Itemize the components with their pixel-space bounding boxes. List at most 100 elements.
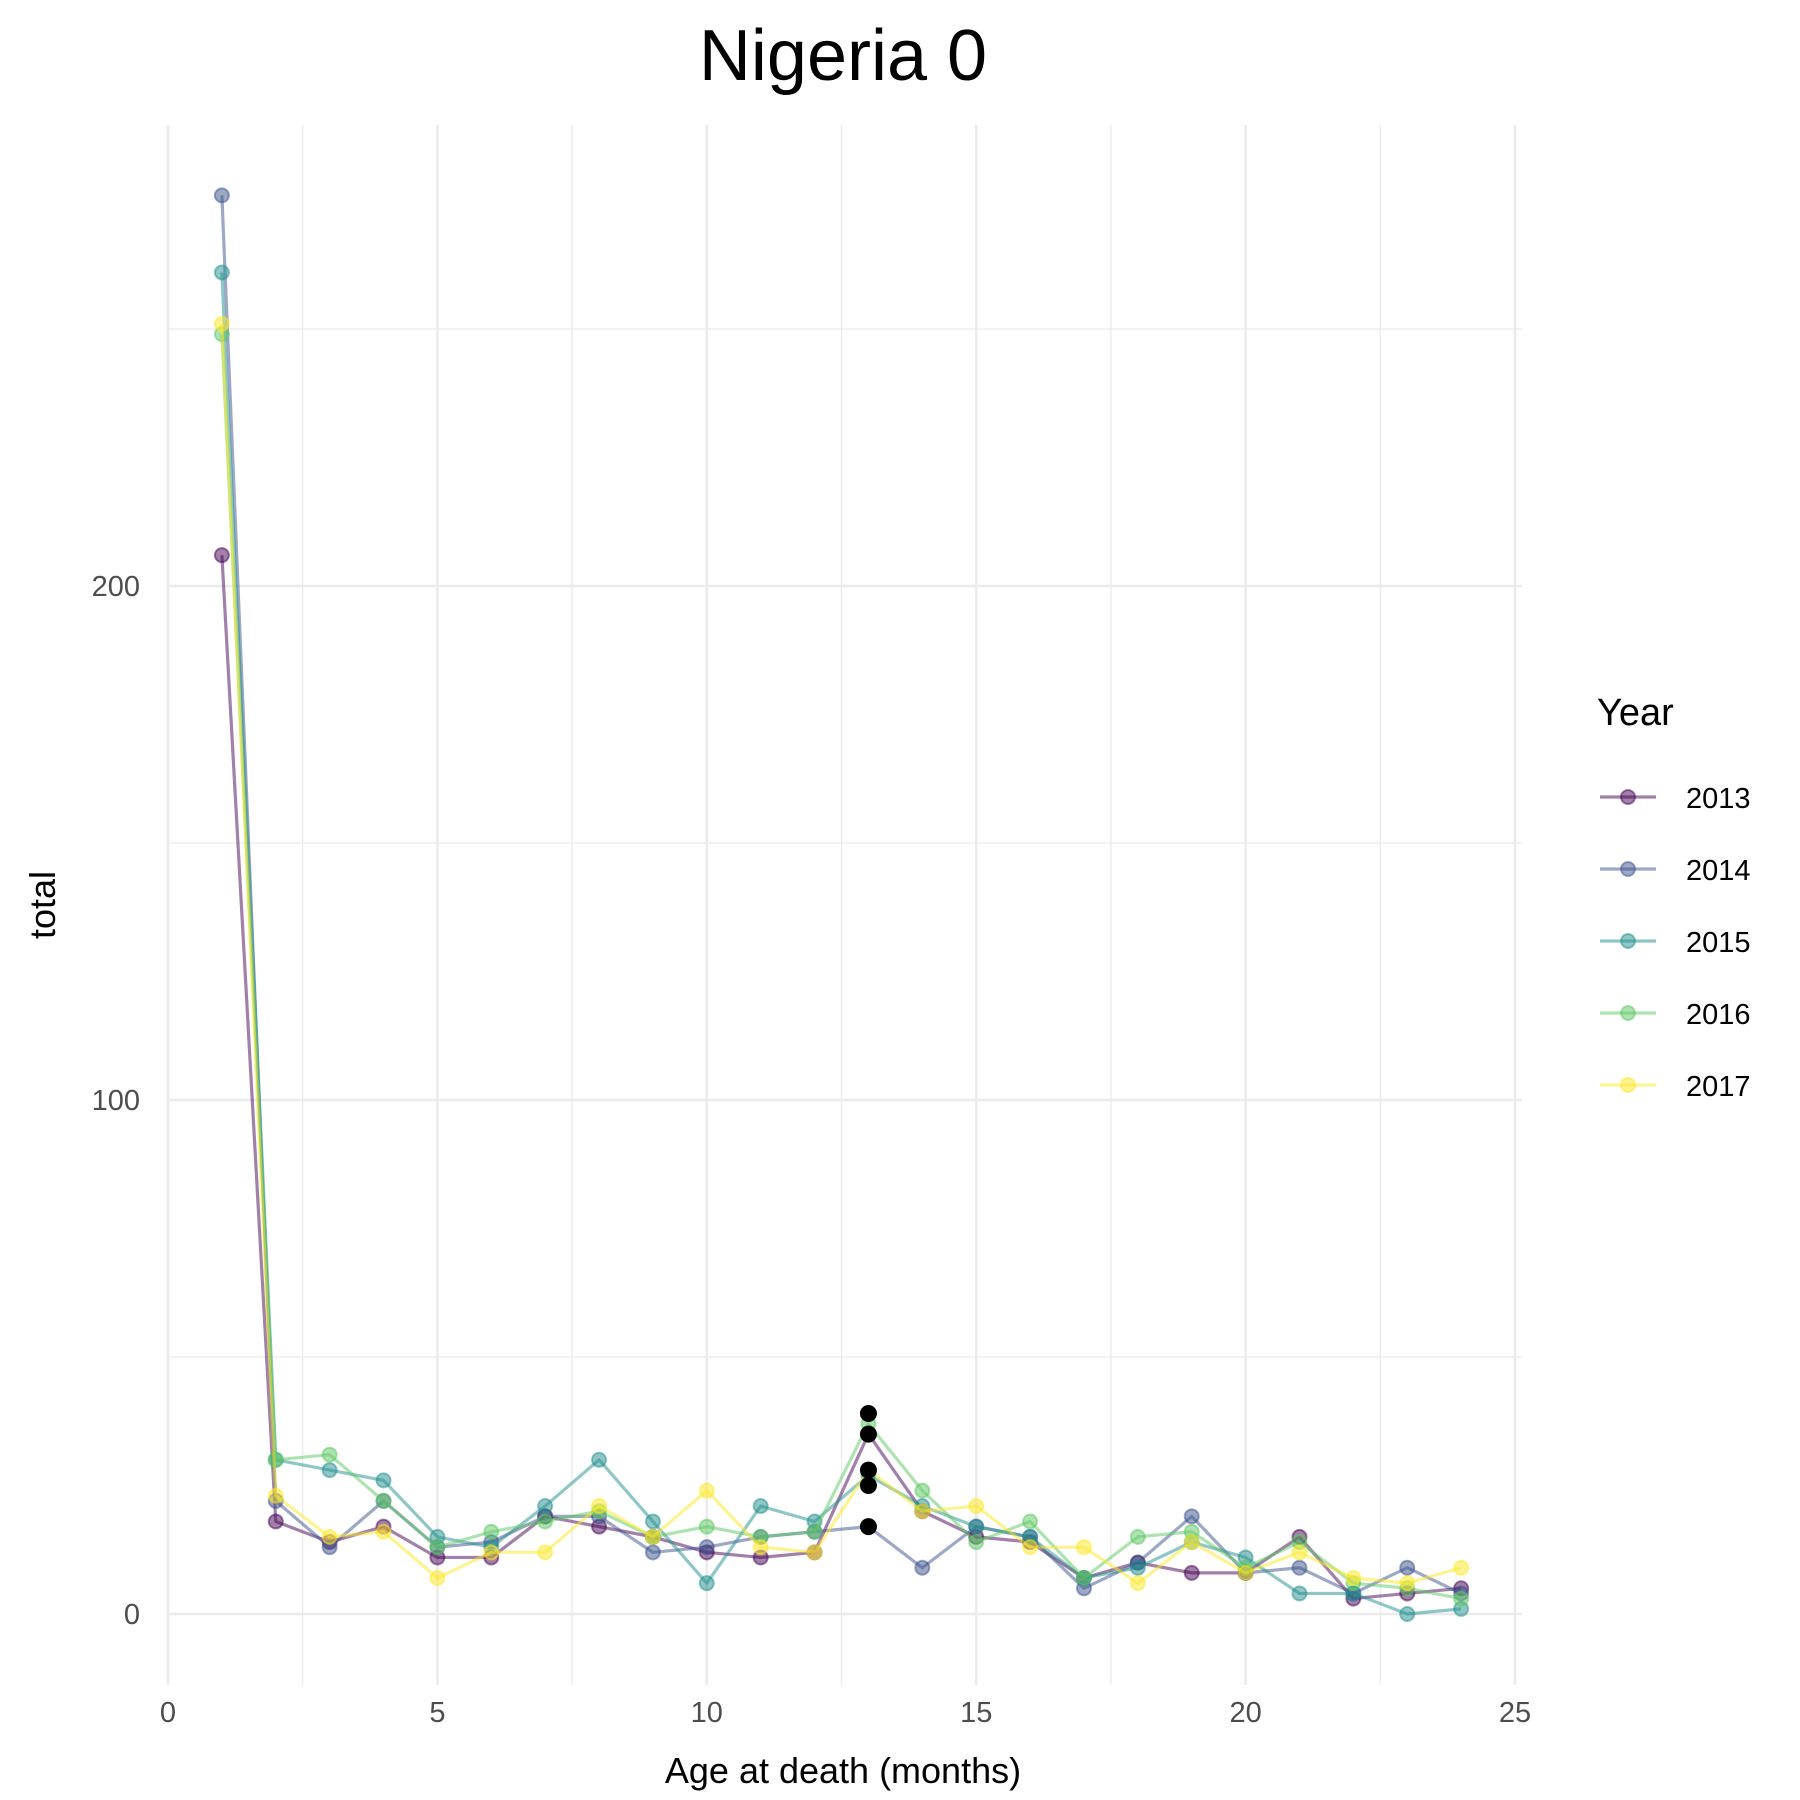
data-point xyxy=(375,1472,392,1489)
data-point xyxy=(267,1513,284,1530)
data-point xyxy=(1399,1606,1416,1622)
data-point xyxy=(375,1523,392,1540)
data-point xyxy=(1022,1513,1039,1530)
data-point xyxy=(483,1544,500,1561)
data-point xyxy=(321,1462,338,1479)
highlight-point xyxy=(859,1461,877,1479)
x-tick-label: 0 xyxy=(160,1697,176,1729)
y-tick-label: 100 xyxy=(92,1085,140,1117)
x-tick-label: 5 xyxy=(429,1697,445,1729)
legend-item-2016: 2016 xyxy=(1600,999,1751,1031)
data-point xyxy=(1183,1564,1200,1581)
axis-ticks: 0 5 10 15 20 25 0 100 200 xyxy=(92,571,1532,1729)
series-line-2016 xyxy=(220,334,1462,1601)
highlight-point xyxy=(859,1477,877,1494)
data-point xyxy=(1453,1559,1470,1576)
data-point xyxy=(213,264,230,281)
data-point xyxy=(375,1492,392,1509)
x-axis-title: Age at death (months) xyxy=(665,1750,1021,1791)
data-point xyxy=(429,1570,446,1587)
data-point xyxy=(1399,1575,1416,1592)
data-point xyxy=(914,1559,931,1576)
data-point xyxy=(1453,1590,1470,1607)
legend-item-2013: 2013 xyxy=(1600,783,1751,815)
x-tick-label: 15 xyxy=(960,1697,992,1729)
data-point xyxy=(1291,1559,1308,1576)
data-point xyxy=(752,1498,769,1515)
x-tick-label: 25 xyxy=(1499,1697,1531,1729)
data-point xyxy=(1075,1570,1092,1587)
data-point xyxy=(1129,1575,1146,1592)
legend-label: 2013 xyxy=(1686,783,1751,815)
legend-key-point xyxy=(1620,933,1636,949)
data-point xyxy=(1129,1559,1146,1576)
legend-label: 2017 xyxy=(1686,1071,1751,1103)
data-point xyxy=(537,1513,554,1530)
data-point xyxy=(1237,1564,1254,1581)
data-point xyxy=(1345,1570,1362,1587)
legend-label: 2014 xyxy=(1686,855,1751,887)
y-tick-label: 200 xyxy=(92,571,140,603)
x-tick-label: 10 xyxy=(691,1697,723,1729)
data-point xyxy=(591,1498,608,1515)
legend-item-2017: 2017 xyxy=(1600,1071,1751,1103)
data-point xyxy=(806,1523,823,1540)
data-point xyxy=(968,1518,985,1535)
data-point xyxy=(321,1528,338,1545)
data-point xyxy=(591,1451,608,1468)
data-point xyxy=(429,1539,446,1556)
data-point xyxy=(213,315,230,332)
legend-key-point xyxy=(1620,861,1636,877)
legend-key-point xyxy=(1620,1005,1636,1021)
chart-title: Nigeria 0 xyxy=(699,16,987,96)
legend: Year 2013 2014 2015 2016 2017 xyxy=(1597,692,1751,1103)
data-point xyxy=(752,1539,769,1556)
data-point xyxy=(644,1544,661,1561)
y-tick-label: 0 xyxy=(124,1599,140,1631)
highlight-point xyxy=(859,1405,877,1423)
series-line-2013 xyxy=(220,555,1462,1601)
data-point xyxy=(914,1482,931,1499)
x-tick-label: 20 xyxy=(1229,1697,1261,1729)
legend-label: 2015 xyxy=(1686,927,1751,959)
y-axis-title: total xyxy=(22,871,63,939)
highlight-point xyxy=(859,1425,877,1443)
legend-label: 2016 xyxy=(1686,999,1751,1031)
data-point xyxy=(537,1544,554,1561)
data-point xyxy=(1399,1559,1416,1576)
data-point xyxy=(644,1513,661,1530)
legend-key-point xyxy=(1620,1077,1636,1093)
data-point xyxy=(1075,1539,1092,1556)
data-point xyxy=(1291,1585,1308,1602)
data-point xyxy=(213,547,230,564)
data-point xyxy=(698,1539,715,1556)
legend-item-2014: 2014 xyxy=(1600,855,1751,887)
data-point xyxy=(1022,1539,1039,1556)
data-point xyxy=(321,1446,338,1463)
data-point xyxy=(1291,1544,1308,1561)
data-point xyxy=(698,1482,715,1499)
highlight-point xyxy=(859,1518,877,1536)
legend-title: Year xyxy=(1597,692,1674,734)
data-point xyxy=(698,1518,715,1535)
data-point xyxy=(267,1487,284,1504)
data-point xyxy=(483,1523,500,1540)
data-point xyxy=(1129,1528,1146,1545)
grid xyxy=(166,125,1522,1685)
legend-item-2015: 2015 xyxy=(1600,927,1751,959)
data-point xyxy=(968,1534,985,1551)
data-point xyxy=(537,1498,554,1515)
data-point xyxy=(644,1528,661,1545)
data-point xyxy=(914,1503,931,1520)
data-point xyxy=(698,1575,715,1592)
highlight-points xyxy=(859,1405,877,1536)
legend-key-point xyxy=(1620,789,1636,805)
series-line-2017 xyxy=(220,323,1462,1585)
data-point xyxy=(968,1498,985,1515)
data-point xyxy=(1183,1534,1200,1551)
series-lines xyxy=(213,187,1470,1622)
data-point xyxy=(213,187,230,204)
data-point xyxy=(806,1544,823,1561)
data-point xyxy=(1183,1508,1200,1525)
